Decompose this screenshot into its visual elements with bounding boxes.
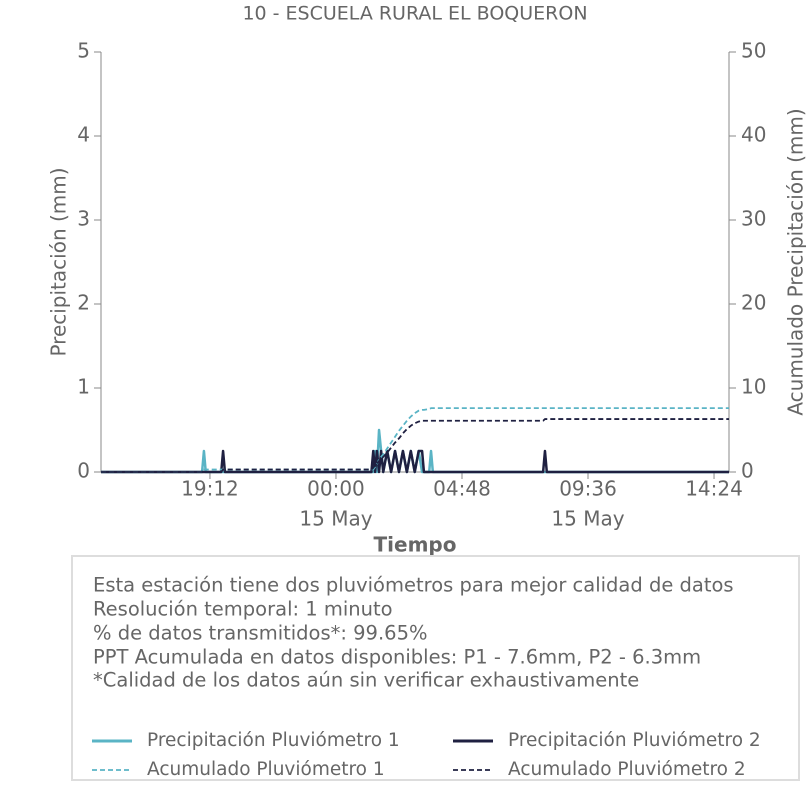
note: PPT Acumulada en datos disponibles: P1 -… <box>93 646 701 669</box>
y2-tick-label: 20 <box>741 291 766 315</box>
y2-tick-label: 30 <box>741 207 766 231</box>
chart-title: 10 - ESCUELA RURAL EL BOQUERON <box>242 3 587 25</box>
x-tick-label: 04:48 <box>433 477 491 501</box>
x-tick-sublabel: 15 May <box>551 507 624 531</box>
y-tick-label: 2 <box>77 291 90 315</box>
note: % de datos transmitidos*: 99.65% <box>93 622 428 645</box>
y2-tick-label: 50 <box>741 39 766 63</box>
y-tick-label: 5 <box>77 39 90 63</box>
series-line <box>101 449 729 474</box>
x-tick-label: 19:12 <box>181 477 239 501</box>
y-tick-label: 0 <box>77 459 90 483</box>
x-tick-sublabel: 15 May <box>299 507 372 531</box>
info-box <box>71 555 800 781</box>
x-tick-label: 14:24 <box>685 477 743 501</box>
legend-label: Precipitación Pluviómetro 2 <box>508 730 761 751</box>
legend-label: Acumulado Pluviómetro 2 <box>508 759 746 780</box>
note: *Calidad de los datos aún sin verificar … <box>93 669 639 692</box>
series-line <box>101 418 729 473</box>
x-axis-label: Tiempo <box>374 533 457 557</box>
y-tick-label: 4 <box>77 123 90 147</box>
legend-label: Precipitación Pluviómetro 1 <box>147 730 400 751</box>
y2-tick-label: 0 <box>741 459 754 483</box>
y-axis-label: Precipitación (mm) <box>47 167 71 356</box>
x-tick-label: 00:00 <box>307 477 365 501</box>
y-tick-label: 1 <box>77 375 90 399</box>
y2-axis-label: Acumulado Precipitación (mm) <box>784 108 806 415</box>
x-tick-label: 09:36 <box>559 477 617 501</box>
y2-tick-label: 40 <box>741 123 766 147</box>
note: Resolución temporal: 1 minuto <box>93 598 393 621</box>
y-tick-label: 3 <box>77 207 90 231</box>
y2-tick-label: 10 <box>741 375 766 399</box>
note: Esta estación tiene dos pluviómetros par… <box>93 574 734 597</box>
series-line <box>101 407 729 473</box>
legend-label: Acumulado Pluviómetro 1 <box>147 759 385 780</box>
